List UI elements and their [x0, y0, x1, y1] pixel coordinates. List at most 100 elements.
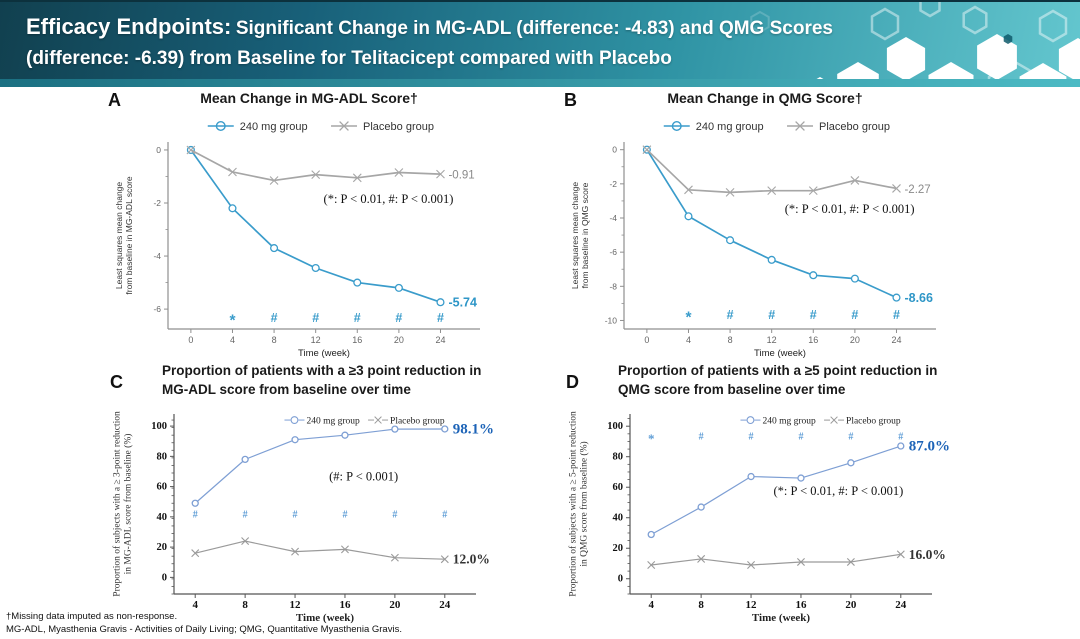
svg-text:20: 20 [157, 542, 168, 553]
svg-text:0: 0 [612, 145, 617, 155]
svg-text:12: 12 [746, 599, 758, 611]
svg-text:#: # [848, 432, 853, 443]
svg-text:#: # [727, 308, 734, 322]
chart-mgadl-responder-rate: 0 20 40 60 80 100 4 8 12 16 20 24 Time (week) Proport… [112, 411, 495, 624]
svg-text:100: 100 [607, 421, 623, 432]
svg-text:20: 20 [389, 599, 401, 611]
svg-text:16: 16 [352, 335, 362, 345]
page-title-lead: Efficacy Endpoints: [26, 14, 232, 39]
svg-text:16: 16 [808, 335, 818, 345]
svg-text:-4: -4 [609, 213, 617, 223]
panel-a-title: Mean Change in MG-ADL Score† [200, 90, 418, 106]
panel-b-title: Mean Change in QMG Score† [667, 90, 863, 106]
page-title-rest: Significant Change in MG-ADL (difference… [235, 18, 833, 39]
panel-d-title-line2: QMG score from baseline over time [618, 381, 846, 397]
svg-text:#: # [798, 432, 803, 443]
header-bottom-band [0, 79, 1080, 87]
svg-text:(*: P < 0.01, #: P < 0.001): (*: P < 0.01, #: P < 0.001) [773, 484, 903, 498]
svg-text:4: 4 [230, 335, 235, 345]
svg-text:Placebo group: Placebo group [390, 417, 445, 427]
svg-text:80: 80 [613, 452, 624, 463]
page-title-line1: Efficacy Endpoints: Significant Change i… [26, 10, 1026, 44]
svg-text:40: 40 [157, 512, 168, 523]
svg-text:-8: -8 [609, 281, 617, 291]
svg-text:-0.91: -0.91 [448, 170, 474, 182]
panel-d-title-line1: Proportion of patients with a ≥5 point r… [618, 363, 938, 378]
svg-text:#: # [851, 308, 858, 322]
svg-text:-6: -6 [153, 304, 161, 314]
svg-text:12: 12 [767, 335, 777, 345]
footnote-dagger: †Missing data imputed as non-response. [6, 611, 178, 622]
svg-text:#: # [699, 432, 704, 443]
panel-a-label: A [108, 90, 121, 110]
svg-text:Time (week): Time (week) [754, 348, 806, 359]
svg-text:0: 0 [644, 335, 649, 345]
svg-text:8: 8 [242, 599, 248, 611]
svg-text:240 mg group: 240 mg group [762, 417, 816, 427]
page-title: Efficacy Endpoints: Significant Change i… [26, 10, 1026, 74]
svg-text:20: 20 [613, 543, 624, 554]
svg-text:-4: -4 [153, 251, 161, 261]
svg-text:Time (week): Time (week) [298, 348, 350, 359]
svg-text:4: 4 [648, 599, 654, 611]
footnote-abbreviations: MG-ADL, Myasthenia Gravis - Activities o… [6, 623, 402, 635]
svg-text:100: 100 [151, 421, 167, 432]
svg-text:60: 60 [157, 482, 168, 493]
panel-c-label: C [110, 372, 123, 392]
svg-text:#: # [271, 311, 278, 325]
svg-text:#: # [442, 509, 447, 520]
svg-text:-10: -10 [605, 315, 618, 325]
svg-text:16: 16 [795, 599, 807, 611]
svg-text:#: # [898, 432, 903, 443]
panel-c-title-line2: MG-ADL score from baseline over time [162, 381, 411, 397]
svg-text:24: 24 [891, 335, 901, 345]
svg-text:#: # [243, 509, 248, 520]
svg-text:16: 16 [339, 599, 351, 611]
panel-b-label: B [564, 90, 577, 110]
svg-text:Placebo group: Placebo group [819, 121, 890, 133]
svg-text:24: 24 [435, 335, 445, 345]
svg-text:4: 4 [192, 599, 198, 611]
svg-text:Placebo group: Placebo group [363, 121, 434, 133]
chart-qmg-responder-rate: 0 20 40 60 80 100 4 8 12 16 20 24 Time (week) Proport… [568, 411, 951, 624]
svg-text:16.0%: 16.0% [909, 547, 946, 562]
svg-text:4: 4 [686, 335, 691, 345]
svg-text:20: 20 [845, 599, 857, 611]
svg-text:#: # [768, 308, 775, 322]
svg-text:Proportion of subjects with a: Proportion of subjects with a ≥ 3-point … [112, 411, 134, 597]
footnotes: †Missing data imputed as non-response. M… [6, 611, 402, 637]
svg-text:(#: P < 0.001): (#: P < 0.001) [329, 470, 398, 484]
svg-text:20: 20 [850, 335, 860, 345]
svg-text:98.1%: 98.1% [453, 421, 494, 437]
svg-text:12: 12 [290, 599, 302, 611]
svg-text:-2: -2 [153, 198, 161, 208]
svg-text:24: 24 [895, 599, 907, 611]
svg-text:#: # [342, 509, 347, 520]
svg-text:*: * [685, 309, 692, 326]
svg-text:8: 8 [728, 335, 733, 345]
svg-text:#: # [293, 509, 298, 520]
svg-text:-6: -6 [609, 247, 617, 257]
svg-text:(*: P < 0.01, #: P < 0.001): (*: P < 0.01, #: P < 0.001) [324, 192, 454, 206]
svg-text:#: # [810, 308, 817, 322]
svg-text:(*: P < 0.01, #: P < 0.001): (*: P < 0.01, #: P < 0.001) [785, 202, 915, 216]
svg-text:-8.66: -8.66 [904, 291, 933, 305]
panel-c-title: Proportion of patients with a ≥3 point r… [162, 362, 522, 400]
page-title-line2: (difference: -6.39) from Baseline for Te… [26, 48, 672, 70]
svg-text:0: 0 [618, 574, 623, 585]
svg-text:#: # [395, 311, 402, 325]
svg-text:#: # [893, 308, 900, 322]
svg-text:#: # [354, 311, 361, 325]
header-banner: Efficacy Endpoints: Significant Change i… [0, 0, 1080, 87]
chart-qmg-mean-change: 0 -2 -4 -6 -8 -10 0 4 8 12 16 20 24 Time (week) Least … [570, 120, 936, 359]
svg-text:24: 24 [439, 599, 451, 611]
svg-text:Least squares mean changefrom: Least squares mean changefrom baseline i… [570, 182, 590, 290]
svg-text:40: 40 [613, 513, 624, 524]
svg-text:240 mg group: 240 mg group [240, 121, 308, 133]
svg-text:#: # [312, 311, 319, 325]
svg-text:12.0%: 12.0% [453, 552, 490, 567]
svg-text:Placebo group: Placebo group [846, 417, 901, 427]
svg-text:Time (week): Time (week) [296, 612, 354, 624]
svg-text:*: * [648, 431, 655, 446]
svg-text:#: # [749, 432, 754, 443]
